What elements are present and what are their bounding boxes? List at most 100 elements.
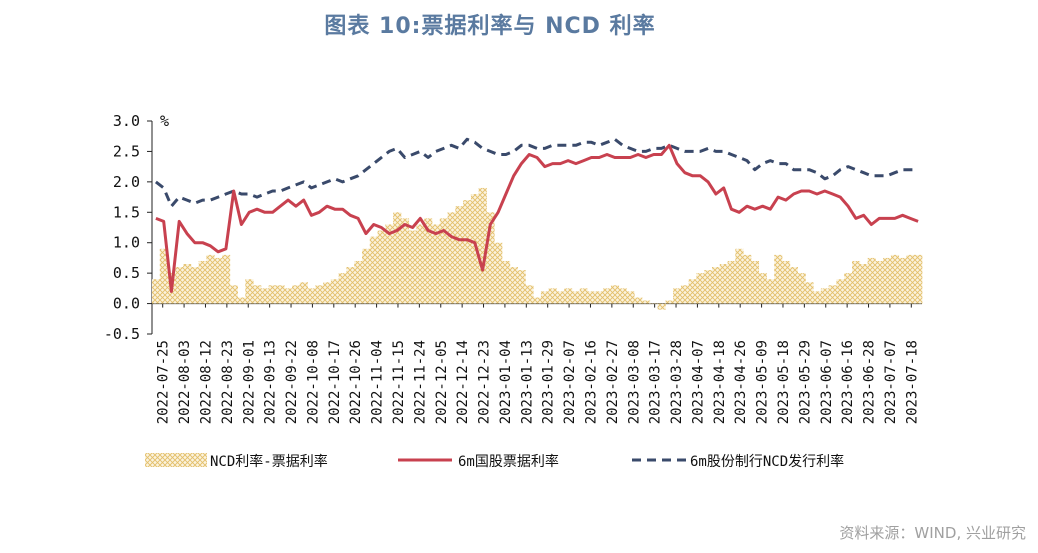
spread-bar	[564, 288, 573, 304]
y-tick-label: 3.0	[113, 112, 140, 130]
spread-bar	[463, 200, 472, 304]
spread-bar	[369, 236, 378, 304]
spread-bar	[400, 218, 410, 304]
spread-bar	[603, 288, 612, 304]
x-tick-label: 2023-04-07	[690, 340, 706, 424]
x-tick-label: 2023-05-18	[776, 340, 792, 424]
y-tick-label: 2.0	[113, 173, 140, 191]
spread-bar	[486, 212, 495, 304]
spread-bar	[696, 273, 705, 304]
x-tick-label: 2023-02-27	[605, 340, 621, 424]
spread-bar	[719, 264, 728, 304]
spread-bar	[750, 260, 760, 304]
spread-bar	[190, 267, 200, 304]
spread-bar	[362, 248, 371, 304]
ncd-rate-line	[154, 137, 919, 208]
x-tick-label: 2023-03-17	[648, 340, 664, 424]
spread-bar	[152, 279, 161, 304]
spread-bar	[727, 260, 736, 304]
spread-bar	[789, 267, 798, 304]
spread-bar	[494, 242, 503, 304]
spread-bar	[299, 282, 308, 304]
x-tick-label: 2022-11-04	[370, 340, 386, 424]
legend-label-bill-rate: 6m国股票据利率	[458, 453, 559, 470]
spread-bar	[198, 260, 207, 304]
spread-bar	[883, 257, 892, 304]
legend-swatch-spread	[145, 453, 207, 467]
x-axis: 2022-07-25 2022-08-03 2022-08-12 2022-08-23…	[152, 303, 922, 424]
spread-bar	[276, 285, 285, 304]
spread-bar	[237, 297, 246, 304]
spread-bar	[346, 267, 355, 304]
spread-bar	[416, 224, 425, 304]
spread-bar	[610, 285, 620, 304]
spread-bar	[743, 254, 752, 304]
x-tick-label: 2023-03-28	[669, 340, 685, 424]
y-unit-label: %	[160, 112, 169, 130]
spread-bar	[268, 285, 277, 304]
x-tick-label: 2022-12-05	[434, 340, 450, 424]
x-tick-label: 2022-11-24	[412, 340, 428, 424]
spread-bar	[634, 297, 643, 304]
spread-bar	[260, 288, 270, 304]
x-tick-label: 2022-10-26	[348, 340, 364, 424]
x-tick-label: 2022-09-01	[241, 340, 257, 424]
spread-bar	[618, 288, 627, 304]
spread-bar	[836, 279, 845, 304]
spread-bar	[377, 230, 386, 304]
x-tick-label: 2023-05-29	[797, 340, 813, 424]
x-tick-label: 2023-02-07	[562, 340, 578, 424]
spread-bar	[517, 270, 526, 304]
x-tick-label: 2022-12-23	[477, 340, 493, 424]
y-axis: 3.0 2.5 2.0 1.5 1.0 0.5 0.0 -0.5	[104, 112, 153, 343]
spread-bar	[844, 273, 853, 304]
x-tick-label: 2022-08-23	[220, 340, 236, 424]
spread-bar	[758, 273, 767, 304]
x-tick-label: 2023-06-16	[840, 340, 856, 424]
spread-bar	[673, 288, 682, 304]
spread-bar	[572, 291, 581, 304]
spread-bar	[852, 260, 861, 304]
spread-bar	[292, 285, 301, 304]
x-tick-label: 2023-07-07	[883, 340, 899, 424]
x-tick-label: 2023-03-08	[626, 340, 642, 424]
y-tick-label: 2.5	[113, 142, 140, 160]
spread-bar	[229, 285, 238, 304]
spread-bar	[439, 218, 448, 304]
x-tick-label: 2023-06-28	[862, 340, 878, 424]
spread-bar	[766, 279, 775, 304]
spread-bar	[898, 257, 907, 304]
spread-bar	[330, 279, 340, 304]
x-tick-label: 2022-11-15	[391, 340, 407, 424]
spread-bar	[525, 285, 534, 304]
spread-bar	[393, 212, 402, 304]
chart-title: 图表 10:票据利率与 NCD 利率	[324, 14, 656, 39]
y-tick-label: 1.0	[113, 234, 140, 252]
spread-bar	[665, 300, 674, 304]
x-tick-label: 2022-08-03	[177, 340, 193, 424]
y-tick-label: 0.5	[113, 264, 140, 282]
spread-bar	[774, 254, 783, 304]
spread-bar	[688, 279, 697, 304]
spread-bar	[502, 260, 511, 304]
x-tick-label: 2023-01-29	[541, 340, 557, 424]
spread-bar	[447, 212, 456, 304]
spread-bar	[805, 282, 814, 304]
spread-bar	[642, 300, 651, 304]
spread-bar	[875, 260, 884, 304]
spread-bar	[245, 279, 254, 304]
x-tick-label: 2023-06-07	[819, 340, 835, 424]
spread-bar	[579, 288, 588, 304]
spread-bar	[782, 260, 791, 304]
x-tick-label: 2022-10-17	[327, 340, 343, 424]
spread-bar	[175, 267, 184, 304]
spread-bar	[657, 303, 666, 310]
spread-bar	[432, 224, 441, 304]
spread-bar	[587, 291, 596, 304]
spread-bar	[828, 285, 837, 304]
spread-bar	[914, 254, 923, 304]
x-tick-label: 2023-04-26	[733, 340, 749, 424]
y-tick-label: -0.5	[104, 325, 140, 343]
x-tick-label: 2022-09-22	[284, 340, 300, 424]
